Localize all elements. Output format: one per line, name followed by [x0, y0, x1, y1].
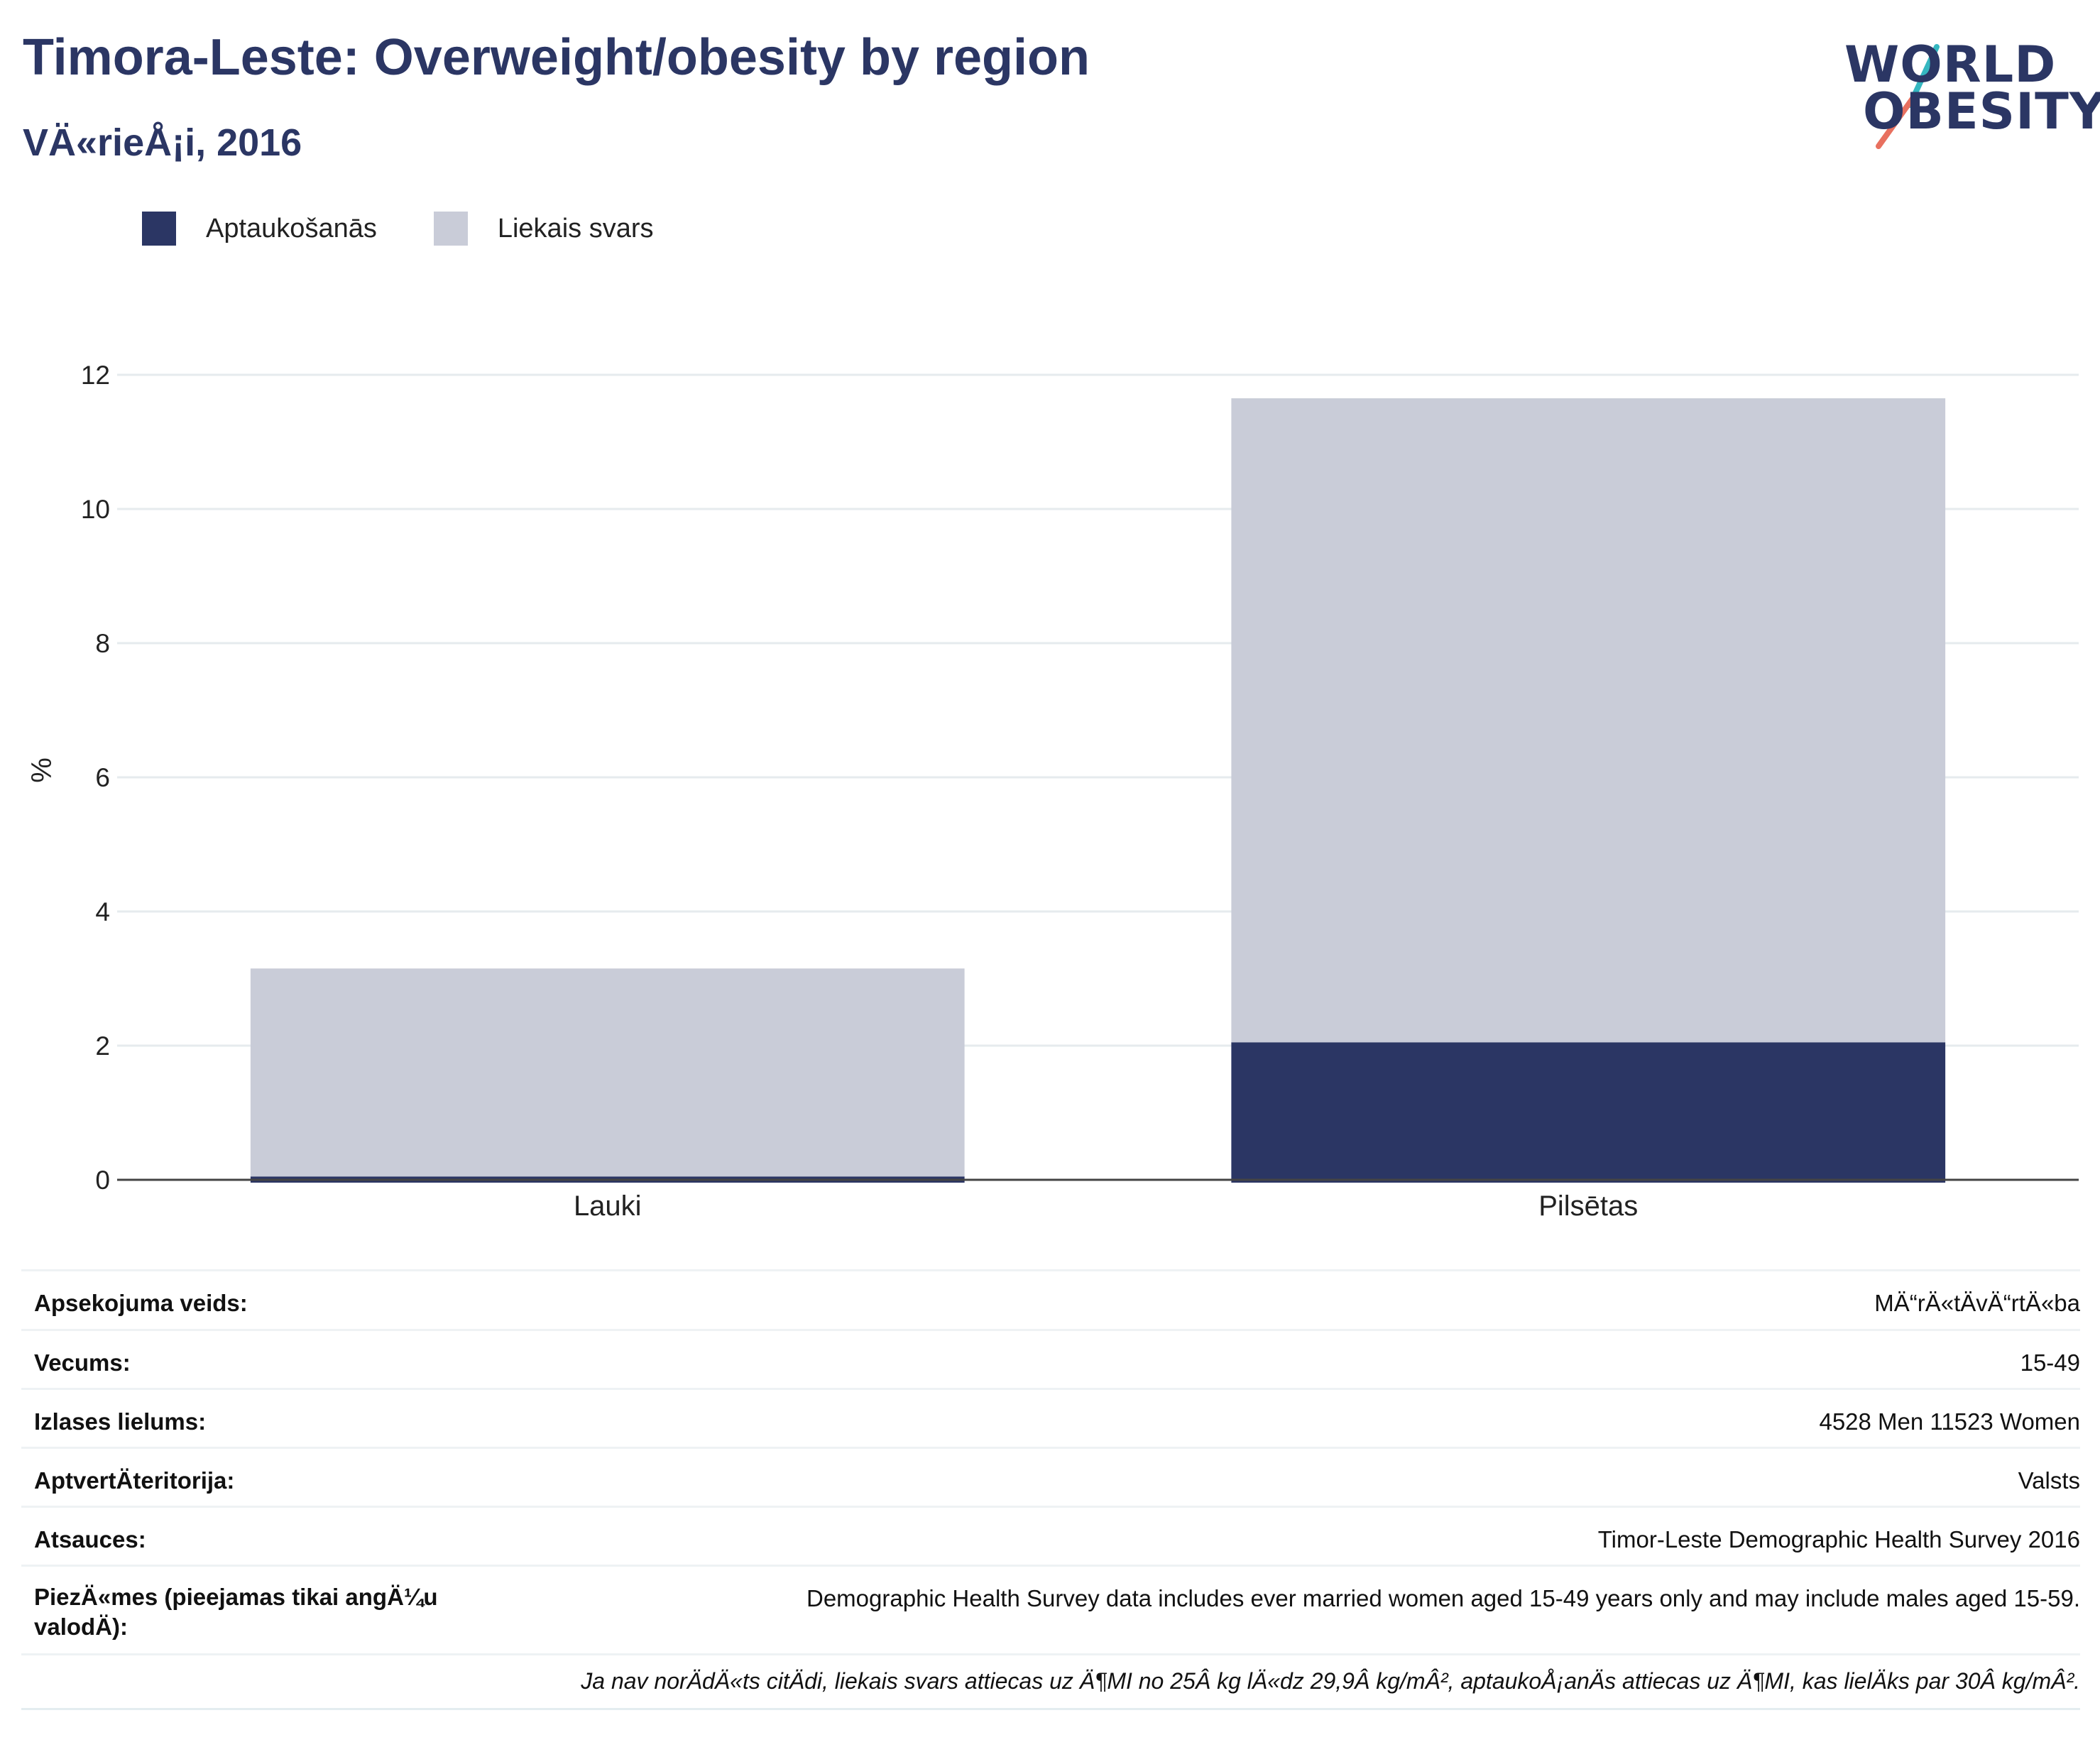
legend-label-obesity: Aptaukošanās	[206, 213, 377, 243]
logo-slash-coral	[1876, 94, 1917, 149]
logo-text-obesity: OBESITY	[1863, 82, 2100, 141]
bar-obesity-1	[1231, 1042, 1946, 1183]
y-tick-label: 0	[95, 1166, 110, 1195]
legend-swatch-obesity	[142, 212, 176, 246]
meta-row: Izlases lielums: 4528 Men 11523 Women	[21, 1388, 2080, 1447]
meta-label: PiezÄ«mes (pieejamas tikai angÄ¼u valodÄ…	[34, 1584, 438, 1640]
meta-row: Apsekojuma veids: MÄ“rÄ«tÄvÄ“rtÄ«ba	[21, 1269, 2080, 1329]
y-tick-label: 12	[81, 361, 110, 390]
bottom-divider	[21, 1708, 2080, 1710]
meta-row: AptvertÄteritorija: Valsts	[21, 1447, 2080, 1506]
x-tick-label: Lauki	[574, 1190, 642, 1222]
meta-value: Valsts	[2018, 1467, 2080, 1494]
meta-value: Timor-Leste Demographic Health Survey 20…	[1597, 1526, 2080, 1552]
logo-text-world: WORLD	[1844, 35, 2057, 94]
y-tick-label: 4	[95, 897, 110, 926]
legend-swatch-overweight	[433, 212, 468, 246]
y-tick-label: 10	[81, 495, 110, 524]
meta-value: Demographic Health Survey data includes …	[806, 1585, 2080, 1611]
meta-label: AptvertÄteritorija:	[34, 1467, 235, 1494]
logo-slash-icon	[1876, 44, 1940, 149]
legend-item-obesity[interactable]: Aptaukošanās	[142, 212, 377, 246]
world-obesity-logo: WORLD OBESITY	[1844, 20, 2100, 151]
chart-legend: Aptaukošanās Liekais svars	[142, 212, 710, 246]
meta-label: Atsauces:	[34, 1526, 146, 1552]
y-tick-label: 6	[95, 763, 110, 792]
legend-label-overweight: Liekais svars	[497, 213, 654, 243]
bar-overweight-0	[250, 968, 965, 1177]
y-tick-label: 8	[95, 629, 110, 658]
meta-row: PiezÄ«mes (pieejamas tikai angÄ¼u valodÄ…	[21, 1565, 2080, 1653]
meta-label: Izlases lielums:	[34, 1408, 207, 1435]
meta-value: 4528 Men 11523 Women	[1819, 1408, 2080, 1435]
meta-value: 15-49	[2020, 1349, 2080, 1376]
definition-footnote: Ja nav norÄdÄ«ts citÄdi, liekais svars a…	[581, 1668, 2080, 1694]
x-tick-label: Pilsētas	[1538, 1190, 1638, 1222]
meta-label: Vecums:	[34, 1349, 131, 1376]
y-axis-label: %	[26, 757, 58, 783]
meta-value: MÄ“rÄ«tÄvÄ“rtÄ«ba	[1874, 1290, 2080, 1316]
meta-row: Vecums: 15-49	[21, 1329, 2080, 1388]
stacked-bar-chart: 0 2 4 6 8 10 12% Lauki Pilsētas	[26, 361, 2079, 1222]
legend-item-overweight[interactable]: Liekais svars	[433, 212, 654, 246]
chart-subtitle: VÄ«rieÅ¡i, 2016	[23, 121, 302, 164]
y-tick-label: 2	[95, 1031, 110, 1061]
meta-row: Atsauces: Timor-Leste Demographic Health …	[21, 1506, 2080, 1565]
meta-row-divider	[21, 1653, 2080, 1655]
bar-overweight-1	[1231, 398, 1946, 1043]
meta-label: Apsekojuma veids:	[34, 1290, 248, 1316]
chart-title: Timora-Leste: Overweight/obesity by regi…	[23, 29, 1090, 86]
